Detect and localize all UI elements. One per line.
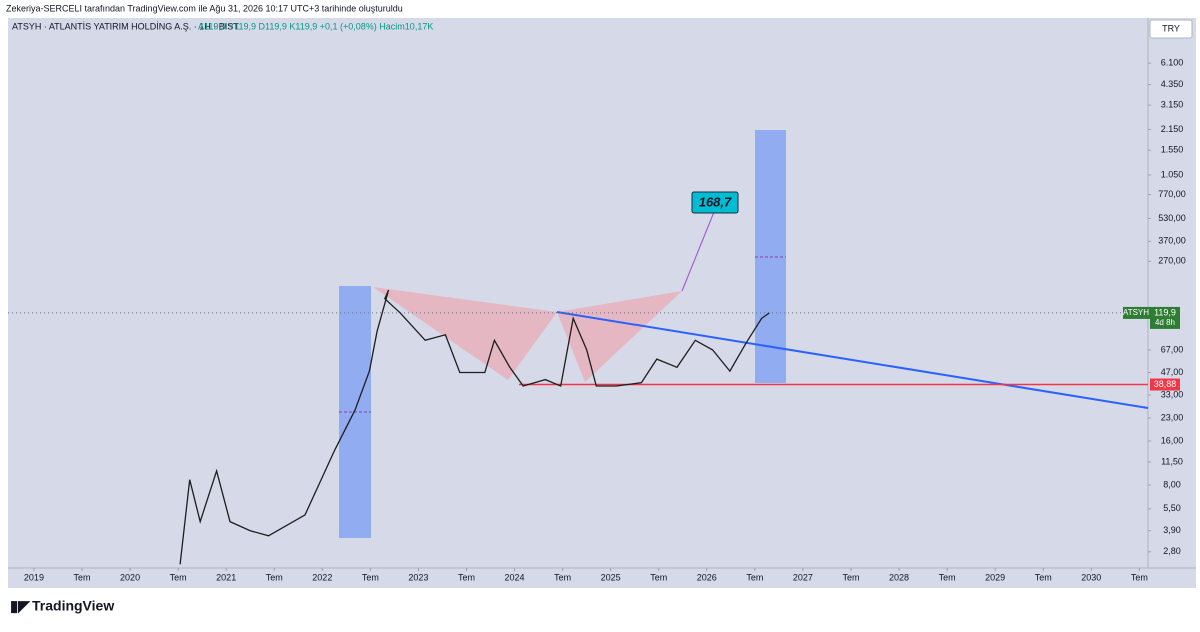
price-label: 119,9 <box>1154 307 1176 317</box>
x-tick-label: Tem <box>554 572 571 582</box>
callout-pointer <box>681 211 715 292</box>
x-tick-label: 2030 <box>1081 572 1101 582</box>
x-tick-label: 2020 <box>120 572 140 582</box>
brand: TradingView <box>32 598 114 614</box>
y-tick-label: 11,50 <box>1161 456 1183 466</box>
x-tick-label: 2027 <box>793 572 813 582</box>
y-tick-label: 1.050 <box>1161 169 1184 179</box>
y-tick-label: 33,00 <box>1161 389 1184 399</box>
x-tick-label: Tem <box>650 572 667 582</box>
x-tick-label: 2028 <box>889 572 909 582</box>
x-tick-label: 2022 <box>312 572 332 582</box>
y-tick-label: 8,00 <box>1163 479 1181 489</box>
y-tick-label: 5,50 <box>1163 503 1181 513</box>
y-tick-label: 370,00 <box>1158 236 1186 246</box>
y-tick-label: 2,80 <box>1163 546 1181 556</box>
y-tick-label: 1.550 <box>1161 145 1184 155</box>
y-tick-label: 2.150 <box>1161 124 1184 134</box>
y-tick-label: 530,00 <box>1158 213 1186 223</box>
price-axis <box>1148 18 1196 568</box>
y-tick-label: 47,00 <box>1161 367 1184 377</box>
pattern-triangle <box>557 291 682 382</box>
x-tick-label: Tem <box>458 572 475 582</box>
trendline <box>556 311 1149 409</box>
y-tick-label: 3,90 <box>1163 525 1181 535</box>
support-tag <box>1150 378 1180 391</box>
x-tick-label: Tem <box>266 572 283 582</box>
symbol-tag <box>1123 306 1150 319</box>
plot-area <box>8 18 1148 568</box>
x-tick-label: Tem <box>746 572 763 582</box>
x-tick-label: 2021 <box>216 572 236 582</box>
price-line <box>179 289 770 565</box>
x-tick-label: Tem <box>1035 572 1052 582</box>
time-axis <box>8 568 1196 588</box>
header: Zekeriya-SERCELI tarafından TradingView.… <box>6 3 403 13</box>
callout-box <box>691 191 739 214</box>
currency-button[interactable] <box>1149 19 1193 39</box>
x-tick-label: 2019 <box>24 572 44 582</box>
symbol-tag-label: ATSYH <box>1123 308 1149 317</box>
x-tick-label: Tem <box>842 572 859 582</box>
x-tick-label: Tem <box>170 572 187 582</box>
x-tick-label: Tem <box>362 572 379 582</box>
y-tick-label: 3.150 <box>1161 99 1184 109</box>
x-tick-label: 2029 <box>985 572 1005 582</box>
callout-label: 168,7 <box>699 194 732 209</box>
y-tick-label: 16,00 <box>1161 435 1184 445</box>
x-tick-label: 2024 <box>505 572 525 582</box>
y-tick-label: 23,00 <box>1161 412 1184 422</box>
x-tick-label: 2023 <box>408 572 428 582</box>
legend-quote: A119,9 Y119,9 D119,9 K119,9 +0,1 (+0,08%… <box>198 21 433 31</box>
x-tick-label: Tem <box>1131 572 1148 582</box>
countdown: 4d 8h <box>1155 318 1175 327</box>
brand-logo: ▮◤ <box>10 598 31 615</box>
support-label: 38,88 <box>1154 379 1177 389</box>
price-tag <box>1150 306 1180 329</box>
x-tick-label: Tem <box>74 572 91 582</box>
drawings: 168,7 <box>339 130 1149 538</box>
y-tick-label: 770,00 <box>1158 189 1186 199</box>
pattern-triangle <box>373 287 557 380</box>
y-tick-label: 6.100 <box>1161 57 1184 67</box>
y-tick-label: 270,00 <box>1158 256 1186 266</box>
currency: TRY <box>1162 23 1180 33</box>
x-tick-label: Tem <box>939 572 956 582</box>
y-tick-label: 4.350 <box>1161 79 1184 89</box>
legend-symbol: ATSYH · ATLANTİS YATIRIM HOLDİNG A.Ş. · … <box>12 21 239 31</box>
x-tick-label: 2025 <box>601 572 621 582</box>
x-tick-label: 2026 <box>697 572 717 582</box>
y-tick-label: 67,00 <box>1161 344 1184 354</box>
